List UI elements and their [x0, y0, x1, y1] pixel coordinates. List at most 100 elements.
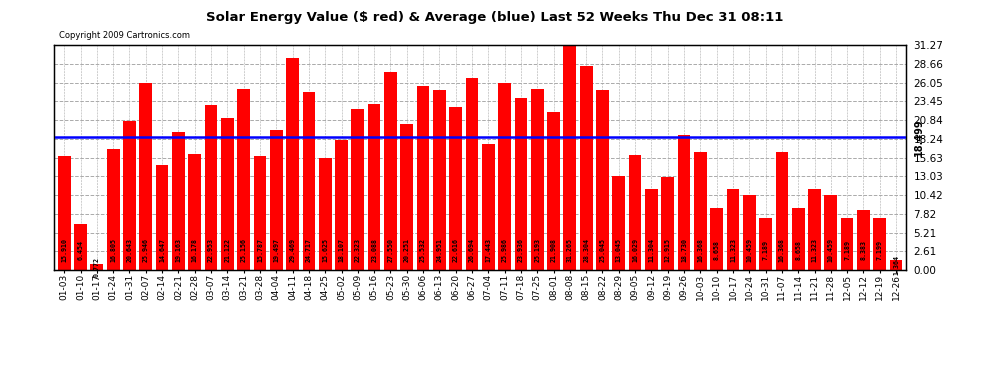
Text: 10.459: 10.459 — [828, 238, 834, 262]
Text: 29.469: 29.469 — [290, 238, 296, 262]
Bar — [873, 218, 886, 270]
Bar — [57, 156, 70, 270]
Bar — [678, 135, 690, 270]
Text: 19.163: 19.163 — [175, 238, 181, 262]
Bar — [319, 158, 332, 270]
Bar — [531, 89, 544, 270]
Text: 17.443: 17.443 — [485, 238, 491, 262]
Bar — [841, 218, 853, 270]
Bar — [205, 105, 218, 270]
Bar — [710, 208, 723, 270]
Text: 18.730: 18.730 — [681, 238, 687, 262]
Bar — [107, 149, 120, 270]
Bar — [465, 78, 478, 270]
Text: ↑18.499: ↑18.499 — [0, 114, 2, 160]
Text: 25.986: 25.986 — [502, 238, 508, 262]
Bar — [857, 210, 870, 270]
Bar — [613, 176, 625, 270]
Bar — [661, 177, 674, 270]
Text: 0.772: 0.772 — [94, 257, 100, 277]
Text: 25.156: 25.156 — [241, 238, 247, 262]
Text: 7.189: 7.189 — [844, 240, 850, 260]
Bar — [238, 89, 250, 270]
Text: 31.265: 31.265 — [567, 238, 573, 262]
Bar — [775, 152, 788, 270]
Text: 21.908: 21.908 — [550, 238, 556, 262]
Text: 13.045: 13.045 — [616, 238, 622, 262]
Text: 16.029: 16.029 — [632, 238, 639, 262]
Text: 11.323: 11.323 — [730, 238, 736, 262]
Text: 22.953: 22.953 — [208, 238, 214, 262]
Bar — [123, 122, 136, 270]
Text: 25.193: 25.193 — [535, 238, 541, 262]
Bar — [400, 124, 413, 270]
Bar — [74, 224, 87, 270]
Text: 14.647: 14.647 — [159, 238, 165, 262]
Bar — [727, 189, 740, 270]
Bar — [449, 107, 462, 270]
Text: 27.550: 27.550 — [387, 238, 393, 262]
Text: 24.717: 24.717 — [306, 238, 312, 262]
Text: 11.304: 11.304 — [648, 238, 654, 262]
Bar — [596, 90, 609, 270]
Text: 10.459: 10.459 — [746, 238, 752, 262]
Bar — [367, 104, 380, 270]
Bar — [694, 152, 707, 270]
Text: 24.951: 24.951 — [437, 238, 443, 262]
Bar — [417, 86, 430, 270]
Text: 20.643: 20.643 — [127, 238, 133, 262]
Bar — [890, 260, 903, 270]
Bar — [563, 45, 576, 270]
Text: 22.323: 22.323 — [354, 238, 360, 262]
Text: 16.178: 16.178 — [192, 238, 198, 262]
Bar — [140, 83, 152, 270]
Bar — [645, 189, 657, 270]
Bar — [825, 195, 838, 270]
Text: 19.497: 19.497 — [273, 238, 279, 262]
Bar — [792, 208, 805, 270]
Text: 15.625: 15.625 — [322, 238, 329, 262]
Bar — [303, 92, 315, 270]
Bar — [759, 218, 772, 270]
Text: 1.364: 1.364 — [893, 255, 899, 275]
Bar — [270, 130, 282, 270]
Bar — [384, 72, 397, 270]
Bar — [629, 154, 642, 270]
Text: 25.045: 25.045 — [600, 238, 606, 262]
Text: 12.915: 12.915 — [664, 238, 670, 262]
Bar — [253, 156, 266, 270]
Bar — [90, 264, 103, 270]
Text: 25.532: 25.532 — [420, 238, 426, 262]
Bar — [155, 165, 168, 270]
Bar — [547, 112, 560, 270]
Bar — [336, 140, 347, 270]
Text: 18.499: 18.499 — [915, 118, 925, 156]
Text: 23.936: 23.936 — [518, 238, 524, 262]
Text: Copyright 2009 Cartronics.com: Copyright 2009 Cartronics.com — [58, 32, 190, 40]
Text: 25.946: 25.946 — [143, 238, 148, 262]
Bar — [351, 110, 364, 270]
Bar — [433, 90, 446, 270]
Text: 23.088: 23.088 — [371, 238, 377, 262]
Text: 8.658: 8.658 — [714, 240, 720, 260]
Bar — [221, 118, 234, 270]
Text: 20.251: 20.251 — [404, 238, 410, 262]
Bar — [515, 98, 528, 270]
Bar — [808, 189, 821, 270]
Text: 18.107: 18.107 — [339, 238, 345, 262]
Text: 11.323: 11.323 — [812, 238, 818, 262]
Text: 16.368: 16.368 — [779, 238, 785, 262]
Text: 26.694: 26.694 — [469, 238, 475, 262]
Text: 8.383: 8.383 — [860, 240, 866, 260]
Bar — [172, 132, 185, 270]
Text: 8.658: 8.658 — [795, 240, 801, 260]
Text: 7.189: 7.189 — [762, 240, 768, 260]
Text: 16.805: 16.805 — [110, 238, 116, 262]
Text: 15.910: 15.910 — [61, 238, 67, 262]
Text: 16.368: 16.368 — [697, 238, 703, 262]
Text: 6.454: 6.454 — [77, 240, 83, 260]
Bar — [498, 83, 511, 270]
Bar — [742, 195, 755, 270]
Text: 7.199: 7.199 — [877, 240, 883, 260]
Bar — [286, 58, 299, 270]
